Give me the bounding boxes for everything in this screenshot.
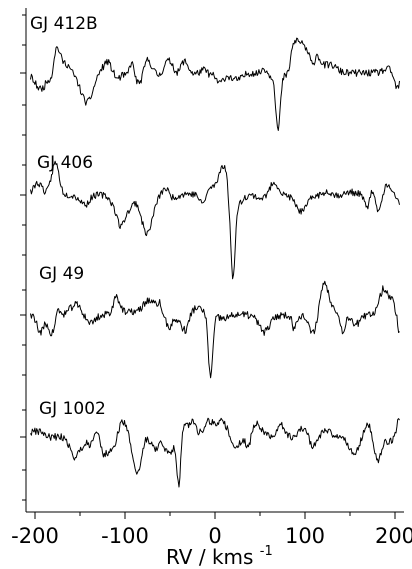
- x-tick-label: -200: [11, 524, 59, 548]
- star-label: GJ 412B: [30, 14, 98, 34]
- star-label: GJ 406: [37, 153, 93, 173]
- ccf-trace-2: [30, 160, 400, 280]
- x-tick-label: 100: [285, 524, 325, 548]
- y-ticks: [20, 14, 26, 501]
- x-tick-label: -100: [101, 524, 149, 548]
- x-axis-label-text: RV / kms: [166, 545, 253, 569]
- traces: [30, 37, 400, 488]
- ccf-trace-1: [30, 37, 400, 131]
- x-tick-label: 200: [375, 524, 412, 548]
- x-axis-label-superscript: -1: [260, 544, 273, 559]
- x-tick-label: 0: [208, 524, 221, 548]
- star-labels: GJ 412B GJ 406 GJ 49 GJ 1002: [30, 14, 106, 419]
- ccf-trace-4: [30, 417, 400, 488]
- star-label: GJ 49: [39, 264, 84, 284]
- x-axis-label: RV / kms -1: [166, 544, 273, 569]
- star-label: GJ 1002: [39, 399, 106, 419]
- ccf-trace-3: [30, 280, 400, 379]
- x-ticks: -200 -100 0 100 200: [11, 512, 412, 548]
